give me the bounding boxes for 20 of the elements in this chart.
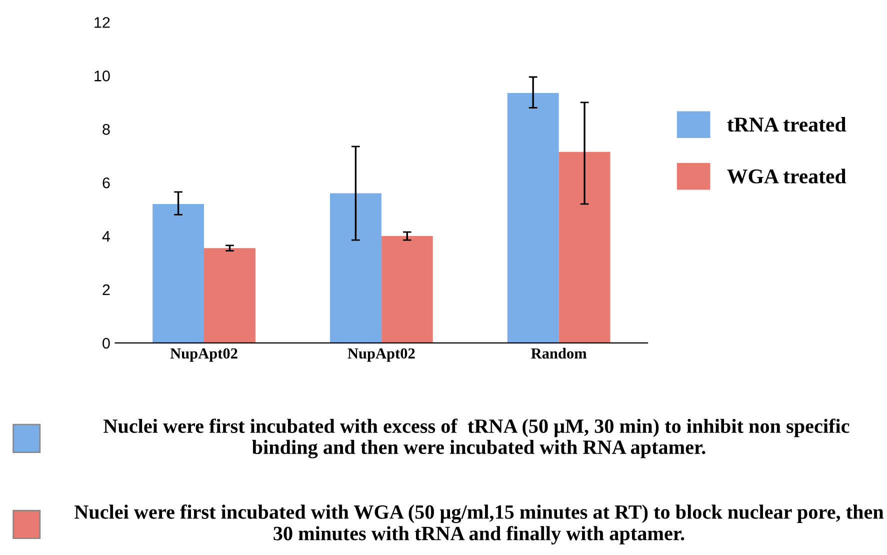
y-tick-label: 8 <box>102 124 110 135</box>
bar <box>381 236 433 343</box>
y-tick-label: 2 <box>102 284 110 296</box>
bar <box>152 204 204 343</box>
x-tick-label: NupApt02 <box>348 348 415 362</box>
y-tick-label: 4 <box>102 231 110 242</box>
y-tick-label: 10 <box>94 70 110 82</box>
x-tick-label: Random <box>531 348 587 359</box>
bar <box>507 93 559 343</box>
x-tick-label: NupApt02 <box>170 348 238 362</box>
text: Nuclei were first incubated with WGA (50 μg/ml,15 minutes at RT) to block nuclear pore, then 30 minutes with tRNA and finally with aptamer. <box>74 504 884 544</box>
legend-label: tRNA treated <box>727 116 846 132</box>
legend-label: WGA treated <box>727 168 846 184</box>
bar <box>330 193 382 343</box>
y-tick-label: 12 <box>94 17 110 28</box>
bar <box>204 248 256 343</box>
y-tick-label: 6 <box>102 177 110 188</box>
bar <box>558 152 610 343</box>
y-tick-label: 0 <box>102 338 110 349</box>
text: Nuclei were first incubated with excess of tRNA (50 μM, 30 min) to inhibit non specific binding and then were incubated with RNA aptamer. <box>104 418 850 458</box>
